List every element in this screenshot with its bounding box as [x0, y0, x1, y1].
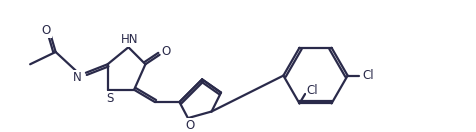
- Text: HN: HN: [120, 33, 138, 46]
- Text: N: N: [73, 71, 81, 84]
- Text: O: O: [161, 44, 170, 58]
- Text: O: O: [41, 24, 51, 37]
- Text: Cl: Cl: [362, 69, 374, 82]
- Text: S: S: [106, 92, 113, 105]
- Text: O: O: [185, 119, 194, 132]
- Text: Cl: Cl: [306, 84, 318, 97]
